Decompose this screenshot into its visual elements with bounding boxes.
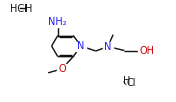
Text: H: H <box>25 4 33 14</box>
Polygon shape <box>76 42 86 50</box>
Text: NH₂: NH₂ <box>48 17 67 27</box>
Text: H: H <box>123 76 130 86</box>
Polygon shape <box>57 64 67 73</box>
Polygon shape <box>103 42 113 51</box>
Polygon shape <box>138 47 150 54</box>
Text: N: N <box>104 42 112 52</box>
Text: HCl: HCl <box>10 4 27 14</box>
Text: OH: OH <box>140 45 155 55</box>
Polygon shape <box>52 18 63 27</box>
Text: Cl: Cl <box>127 78 136 88</box>
Text: O: O <box>58 64 66 74</box>
Text: N: N <box>77 41 85 51</box>
